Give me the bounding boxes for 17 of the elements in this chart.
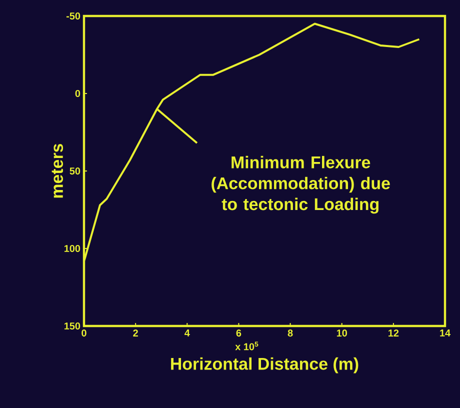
x-tick-label: 14 [440,330,450,336]
x-tick-label: 4 [184,330,190,336]
x-tick-label: 0 [82,330,86,337]
y-axis-title: meters [52,144,64,198]
y-tick-label: 100 [64,244,80,252]
x-tick-label: 10 [336,330,347,337]
x-tick-label: 6 [236,330,242,337]
annotation: Minimum Flexure (Accommodation) due to tectonic Loading [212,156,390,214]
x-axis-title: Horizontal Distance (m) [171,357,358,374]
y-tick-label: 0 [75,90,80,98]
text: x 10$^{5}$ [235,342,258,350]
y-tick-label: 150 [64,322,80,330]
y-tick-label: 50 [70,167,80,175]
y-tick-label: -50 [66,12,80,20]
x-tick-label: 8 [288,330,293,337]
x-tick-label: 12 [388,330,399,336]
x-tick-label: 2 [133,330,138,336]
